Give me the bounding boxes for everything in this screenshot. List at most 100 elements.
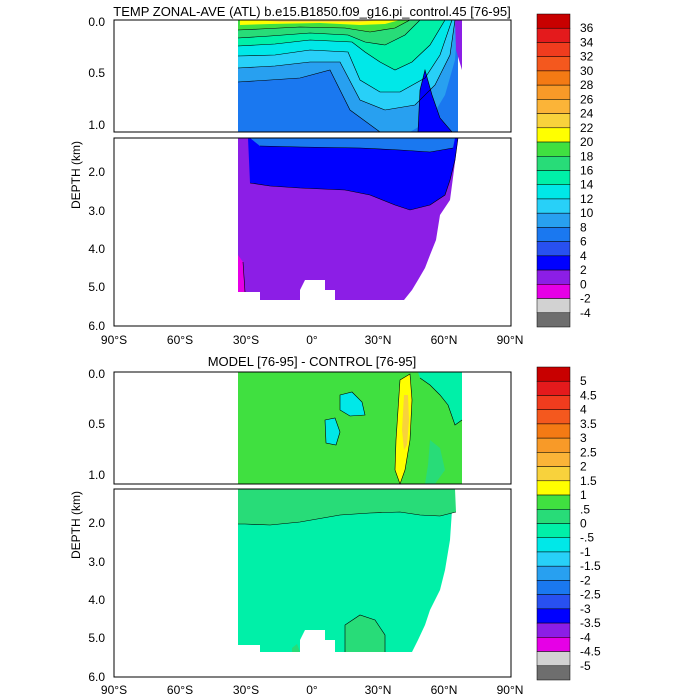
c2-xtick-4: 30°N [365,683,392,697]
chart-2-title: MODEL [76-95] - CONTROL [76-95] [208,354,417,369]
colorbar-label: -5 [580,659,591,673]
colorbar-box [536,269,571,285]
colorbar-box [536,523,571,538]
c1-xtick-4: 30°N [365,333,392,347]
colorbar-label: 26 [580,92,594,106]
chart-2-ylabel: DEPTH (km) [69,491,83,559]
c2-xtick-6: 90°N [497,683,524,697]
colorbar-label: 30 [580,64,594,78]
chart-2-xticks: 90°S 60°S 30°S 0° 30°N 60°N 90°N [101,683,523,697]
colorbar-box [536,366,571,382]
colorbar-label: 24 [580,107,594,121]
colorbar-box [536,380,571,396]
colorbar-box [536,466,571,482]
colorbar-box [536,537,571,553]
c2-xtick-5: 60°N [431,683,458,697]
chart-2: MODEL [76-95] - CONTROL [76-95] 0.0 [69,354,601,697]
colorbar-box [536,409,571,425]
colorbar-label: 34 [580,35,594,49]
chart-1-lower-frame [113,137,512,327]
c2-xtick-3: 0° [306,683,318,697]
chart-2-upper-contours [238,372,463,484]
colorbar-box [536,27,571,43]
colorbar-label: 2 [580,263,587,277]
colorbar-box [536,622,571,638]
colorbar-label: 2 [580,460,587,474]
colorbar-label: 8 [580,220,587,234]
c2-ytick-5: 4.0 [88,593,105,607]
colorbar-box [536,452,571,467]
c2-ytick-3: 2.0 [88,516,105,530]
c2u-line-b [324,417,341,446]
c1l-line-c [242,261,246,293]
colorbar-box [536,423,571,439]
colorbar-box [536,227,571,242]
colorbar-label: .5 [580,502,590,516]
colorbar-label: 3.5 [580,417,597,431]
colorbar-label: -2 [580,573,591,587]
c1l-fill-6 [250,138,455,152]
colorbar-box [536,594,571,610]
colorbar-box [536,70,571,86]
c1-xtick-1: 60°S [167,333,193,347]
chart-1-ylabel: DEPTH (km) [69,141,83,209]
colorbar-label: -4 [580,630,591,644]
chart-2-upper-frame [113,371,512,485]
colorbar-label: -2.5 [580,588,601,602]
c2-ytick-7: 6.0 [88,670,105,684]
chart-1: TEMP ZONAL-AVE (ATL) b.e15.B1850.f09_g16… [69,4,594,347]
colorbar-label: 4 [580,249,587,263]
c2u-line-d [419,377,463,426]
colorbar-label: 0 [580,517,587,531]
colorbar-label: -4.5 [580,645,601,659]
colorbar-box [536,13,571,29]
colorbar-label: 1.5 [580,474,597,488]
c1u-line-e [237,20,421,46]
c1-xtick-5: 60°N [431,333,458,347]
c1-ytick-3: 2.0 [88,165,105,179]
c2l-fill-pos-dot [292,644,300,652]
c2u-fill-neg-a [340,392,365,416]
colorbar-box [536,127,571,143]
colorbar-box [536,551,571,567]
c1u-line-b [237,20,456,111]
colorbar-label: -4 [580,306,591,320]
colorbar-label: -3 [580,602,591,616]
c1l-fill-0 [238,255,245,292]
c2-ytick-0: 0.0 [88,367,105,381]
c1-xtick-2: 30°S [233,333,259,347]
colorbar-box [536,509,571,524]
c1-ytick-6: 5.0 [88,280,105,294]
colorbar-box [536,395,571,410]
colorbar-box [536,56,571,72]
c2l-fill-neg [238,489,455,652]
colorbar-label: 4.5 [580,388,597,402]
chart-1-yticks: 0.0 0.5 1.0 2.0 3.0 4.0 5.0 6.0 [88,15,105,333]
c1-ytick-0: 0.0 [88,15,105,29]
chart-2-lower-contours [238,489,457,652]
colorbar-label: 1 [580,488,587,502]
c1-ytick-4: 3.0 [88,204,105,218]
colorbar-box [536,198,571,214]
c2u-fill-neg-c [418,372,462,425]
c1u-fill-4-north [418,70,452,132]
colorbar-box [536,42,571,57]
c1-ytick-5: 4.0 [88,242,105,256]
c2-xtick-2: 30°S [233,683,259,697]
colorbar-box [536,99,571,114]
colorbar-box [536,608,571,624]
c2u-line-a [339,391,366,417]
c1u-line-c [237,20,453,93]
colorbar-label: 18 [580,149,594,163]
chart-1-upper-frame [113,19,512,133]
c1l-fill-4 [248,138,458,210]
colorbar-label: 16 [580,164,594,178]
c2u-fill-pos-b [402,395,409,450]
c1l-line-a [249,138,459,211]
c1-xtick-3: 0° [306,333,318,347]
colorbar-label: -1 [580,545,591,559]
c1u-line-d [237,20,446,71]
colorbar-label: 5 [580,374,587,388]
c2-ytick-6: 5.0 [88,631,105,645]
colorbar-box [536,141,571,157]
